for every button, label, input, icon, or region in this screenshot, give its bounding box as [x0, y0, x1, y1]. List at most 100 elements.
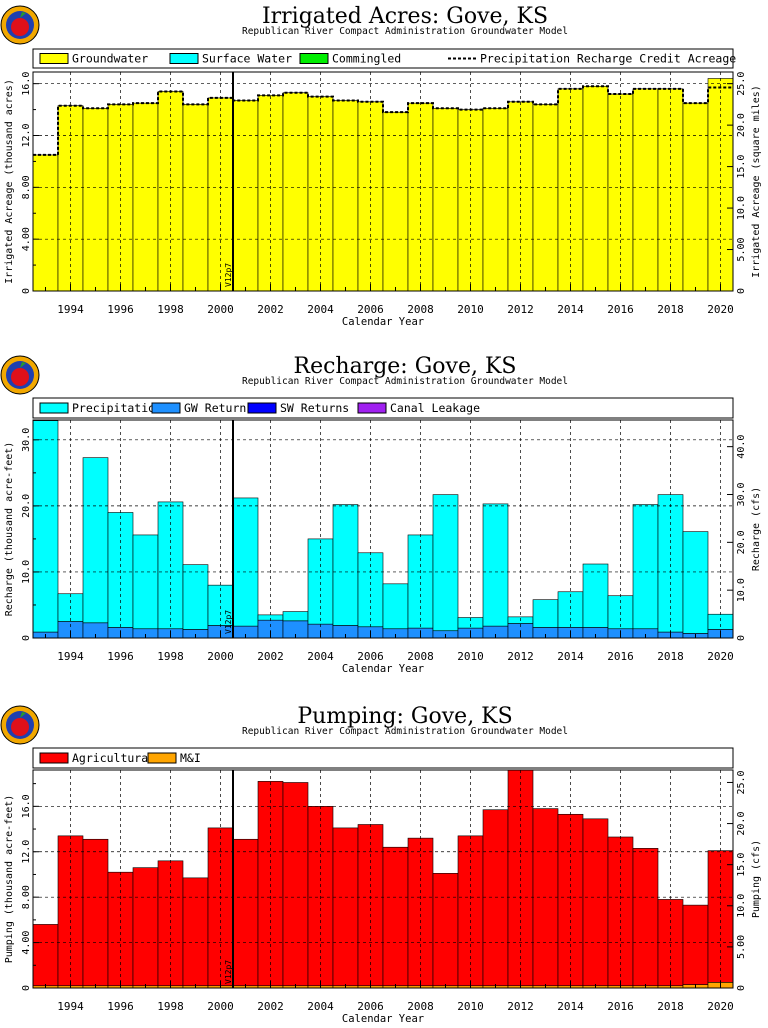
- x-tick-label: 2010: [457, 1000, 484, 1013]
- bar-precipitation: [132, 534, 159, 630]
- bar-agricultural: [32, 924, 59, 987]
- x-tick-label: 1998: [157, 303, 184, 316]
- bar-precipitation: [282, 611, 309, 622]
- precip-credit-line: [33, 85, 733, 156]
- chart-subtitle: Republican River Compact Administration …: [242, 376, 568, 387]
- bar-groundwater: [157, 91, 184, 292]
- x-tick-label: 2008: [407, 303, 434, 316]
- legend-swatch: [299, 53, 329, 64]
- y-axis-label: Recharge (thousand acre-feet): [4, 442, 15, 617]
- bar-precipitation: [82, 457, 109, 624]
- legend-label: M&I: [180, 751, 201, 765]
- apple-logo-icon: [0, 355, 40, 395]
- x-tick-label: 2018: [657, 650, 684, 663]
- bar-groundwater: [482, 107, 509, 292]
- y2-tick-label: 0: [736, 288, 747, 294]
- x-tick-label: 2000: [207, 1000, 234, 1013]
- bar-groundwater: [232, 100, 259, 292]
- y-tick-label: 0: [21, 288, 32, 294]
- bar-precipitation: [557, 591, 584, 628]
- legend-label: SW Returns: [280, 401, 349, 415]
- y2-tick-label: 25.0: [736, 770, 747, 794]
- x-tick-label: 2000: [207, 650, 234, 663]
- y2-tick-label: 10.0: [736, 578, 747, 602]
- x-tick-label: 2016: [607, 303, 634, 316]
- legend-swatch: [39, 402, 69, 414]
- y2-tick-label: 10.0: [736, 894, 747, 918]
- plot-frame: [32, 769, 734, 989]
- plot-frame: [32, 71, 734, 292]
- bar-agricultural: [182, 877, 209, 987]
- y2-tick-label: 0: [736, 635, 747, 641]
- x-tick-label: 2016: [607, 1000, 634, 1013]
- y2-tick-label: 40.0: [736, 435, 747, 459]
- y2-tick-label: 20.0: [736, 812, 747, 836]
- bar-groundwater: [507, 101, 534, 292]
- legend-swatch: [151, 402, 181, 414]
- legend-swatch: [357, 402, 387, 414]
- plot-frame: [32, 419, 734, 639]
- x-tick-label: 2012: [507, 303, 534, 316]
- bar-groundwater: [282, 92, 309, 292]
- y-tick-label: 4.00: [21, 931, 32, 955]
- y-tick-label: 0: [21, 985, 32, 991]
- x-tick-label: 1994: [57, 1000, 84, 1013]
- legend-swatch: [247, 402, 277, 414]
- y-tick-label: 10.0: [21, 560, 32, 584]
- x-tick-label: 2002: [257, 650, 284, 663]
- legend-swatch: [169, 53, 199, 64]
- x-tick-label: 1998: [157, 1000, 184, 1013]
- chart-title: Pumping: Gove, KS: [297, 704, 512, 729]
- apple-logo-icon: [0, 705, 40, 745]
- y-tick-label: 16.0: [21, 72, 32, 96]
- x-tick-label: 2006: [357, 650, 384, 663]
- x-tick-label: 2008: [407, 1000, 434, 1013]
- apple-logo-icon: [0, 5, 40, 45]
- y-tick-label: 8.00: [21, 885, 32, 909]
- bar-precipitation: [482, 503, 509, 627]
- bar-groundwater: [382, 111, 409, 292]
- bar-agricultural: [482, 809, 509, 987]
- x-tick-label: 2018: [657, 1000, 684, 1013]
- legend-swatch: [39, 752, 69, 764]
- y2-tick-label: 20.0: [736, 530, 747, 554]
- logo-apple: [11, 368, 29, 386]
- bar-precipitation: [532, 599, 559, 628]
- x-tick-label: 2020: [707, 303, 734, 316]
- bar-groundwater: [632, 88, 659, 292]
- x-tick-label: 2008: [407, 650, 434, 663]
- y2-axis-label: Pumping (cfs): [751, 840, 762, 918]
- y2-tick-label: 5.00: [736, 237, 747, 261]
- x-tick-label: 2002: [257, 1000, 284, 1013]
- x-tick-label: 2020: [707, 1000, 734, 1013]
- y-tick-label: 8.00: [21, 175, 32, 199]
- y2-tick-label: 30.0: [736, 482, 747, 506]
- bar-agricultural: [282, 782, 309, 987]
- logo-leaf: [20, 712, 26, 718]
- x-tick-label: 2018: [657, 303, 684, 316]
- bar-precipitation: [32, 420, 59, 633]
- legend-swatch: [147, 752, 177, 764]
- bar-groundwater: [357, 101, 384, 292]
- y-tick-label: 4.00: [21, 227, 32, 251]
- y-tick-label: 12.0: [21, 123, 32, 147]
- bar-precipitation: [182, 564, 209, 630]
- x-tick-label: 1998: [157, 650, 184, 663]
- bar-precipitation: [432, 494, 459, 632]
- bar-precipitation: [232, 497, 259, 627]
- y2-axis-label: Recharge (cfs): [751, 487, 762, 571]
- legend-label: Precipitation Recharge Credit Acreage: [480, 52, 736, 66]
- x-tick-label: 2006: [357, 1000, 384, 1013]
- x-tick-label: 2004: [307, 650, 334, 663]
- bar-groundwater: [32, 154, 59, 292]
- bar-agricultural: [557, 813, 584, 987]
- x-tick-label: 1996: [107, 303, 134, 316]
- bar-agricultural: [382, 846, 409, 987]
- legend-label: Commingled: [332, 52, 401, 66]
- model-version-label: V12p7: [224, 263, 233, 287]
- x-tick-label: 2010: [457, 303, 484, 316]
- x-axis-label: Calendar Year: [342, 663, 424, 675]
